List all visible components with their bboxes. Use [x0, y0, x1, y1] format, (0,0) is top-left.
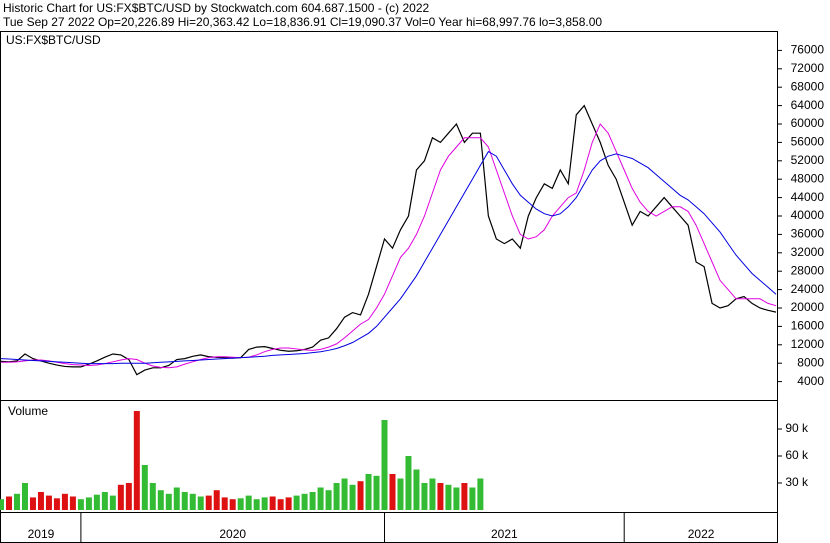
volume-bar [93, 494, 100, 510]
volume-bar [365, 474, 372, 510]
y-tick-label: 60 k [785, 448, 809, 462]
volume-bar [189, 493, 196, 510]
volume-bar [5, 496, 12, 510]
y-tick-label: 16000 [791, 319, 825, 333]
volume-bar [413, 469, 420, 510]
price-line [0, 104, 777, 376]
chart-subtitle: Tue Sep 27 2022 Op=20,226.89 Hi=20,363.4… [3, 15, 602, 29]
volume-bar [141, 465, 148, 510]
volume-bar [117, 484, 124, 510]
volume-bar [317, 487, 324, 510]
volume-bar [181, 492, 188, 510]
y-tick-label: 4000 [797, 374, 824, 388]
price-line [0, 150, 777, 365]
volume-bar [253, 499, 260, 510]
volume-bar [213, 490, 220, 510]
volume-bar [405, 456, 412, 510]
y-tick-label: 72000 [791, 61, 825, 75]
volume-bar [53, 498, 60, 510]
volume-bar [469, 487, 476, 510]
volume-bar [429, 478, 436, 510]
volume-bar [149, 483, 156, 510]
volume-bar [237, 498, 244, 510]
y-tick-label: 40000 [791, 208, 825, 222]
y-tick-label: 12000 [791, 337, 825, 351]
volume-bar [269, 496, 276, 510]
volume-bar [437, 483, 444, 510]
x-tick-label: 2021 [491, 527, 518, 541]
y-tick-label: 32000 [791, 245, 825, 259]
volume-bar [21, 483, 28, 510]
x-tick-label: 2020 [219, 527, 246, 541]
volume-bar [77, 499, 84, 510]
volume-bar [0, 499, 4, 510]
y-tick-label: 56000 [791, 135, 825, 149]
volume-bar [13, 493, 20, 510]
volume-bar [445, 484, 452, 510]
volume-bar [453, 487, 460, 510]
x-tick-label: 2019 [28, 527, 55, 541]
volume-bar [261, 497, 268, 510]
volume-bar [133, 411, 140, 510]
volume-bar [173, 487, 180, 510]
volume-bar [285, 497, 292, 510]
y-tick-label: 36000 [791, 227, 825, 241]
volume-bar [301, 493, 308, 510]
volume-bar [277, 499, 284, 510]
price-label: US:FX$BTC/USD [6, 33, 101, 47]
volume-bar [357, 481, 364, 510]
chart-title: Historic Chart for US:FX$BTC/USD by Stoc… [3, 1, 429, 15]
volume-bar [29, 497, 36, 510]
y-tick-label: 68000 [791, 79, 825, 93]
volume-bar [61, 493, 68, 510]
volume-bar [157, 490, 164, 510]
volume-bar [293, 495, 300, 510]
y-tick-label: 90 k [785, 421, 809, 435]
volume-label: Volume [8, 404, 48, 418]
y-tick-label: 52000 [791, 153, 825, 167]
volume-bar [421, 483, 428, 510]
volume-bar [477, 478, 484, 510]
y-tick-label: 8000 [797, 355, 824, 369]
volume-bar [389, 474, 396, 510]
volume-bar [341, 478, 348, 510]
volume-bar [229, 499, 236, 510]
y-tick-label: 48000 [791, 171, 825, 185]
volume-bar [109, 495, 116, 510]
y-tick-label: 64000 [791, 98, 825, 112]
volume-bar [309, 492, 316, 510]
x-tick-label: 2022 [688, 527, 715, 541]
y-tick-label: 44000 [791, 190, 825, 204]
volume-bar [333, 483, 340, 510]
volume-bar [461, 483, 468, 510]
y-tick-label: 30 k [785, 475, 809, 489]
volume-bar [45, 495, 52, 510]
y-tick-label: 60000 [791, 116, 825, 130]
volume-bar [245, 495, 252, 510]
volume-bar [37, 492, 44, 510]
y-tick-label: 24000 [791, 282, 825, 296]
volume-bar [205, 495, 212, 510]
volume-bar [125, 483, 132, 510]
volume-bar [69, 496, 76, 510]
volume-bar [165, 493, 172, 510]
volume-bar [397, 478, 404, 510]
volume-bar [101, 492, 108, 510]
volume-bar [381, 420, 388, 510]
volume-bar [373, 475, 380, 510]
y-tick-label: 28000 [791, 263, 825, 277]
volume-bar [349, 484, 356, 510]
price-line [1, 123, 777, 369]
volume-bar [221, 497, 228, 510]
y-tick-label: 20000 [791, 300, 825, 314]
volume-bar [325, 490, 332, 510]
volume-bar [197, 496, 204, 510]
volume-bar [85, 497, 92, 510]
y-tick-label: 76000 [791, 43, 825, 57]
